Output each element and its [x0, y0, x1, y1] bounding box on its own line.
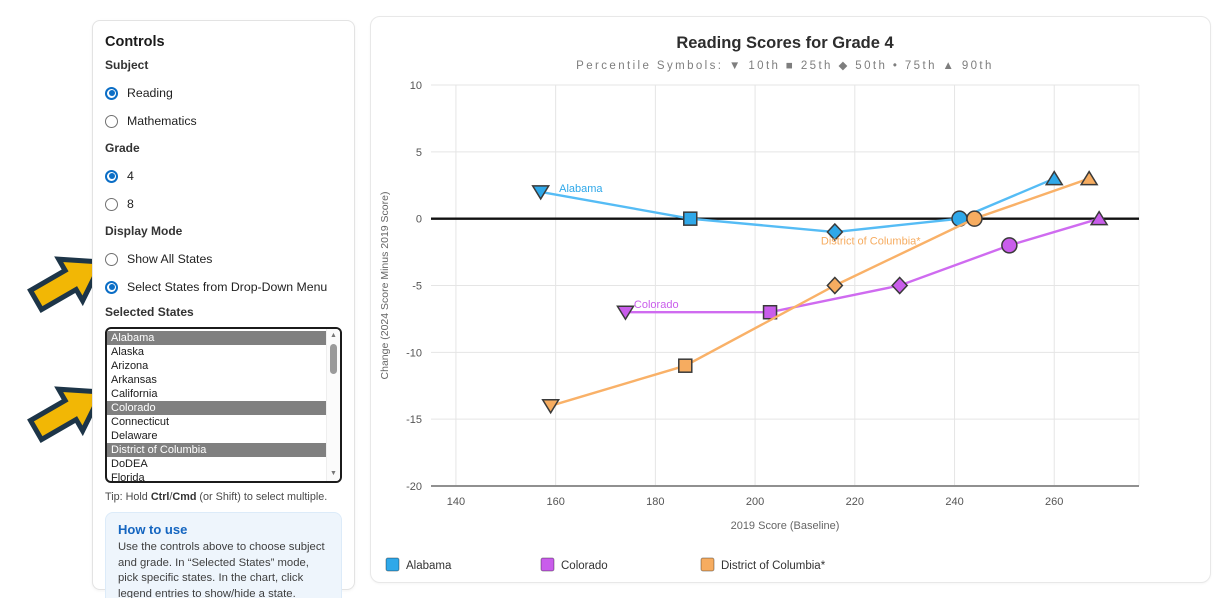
chart-panel: Reading Scores for Grade 4 Percentile Sym… — [370, 16, 1211, 583]
listbox-items: Alabama Alaska Arizona Arkansas California Co… — [107, 331, 326, 483]
svg-text:10: 10 — [410, 80, 422, 92]
reading-scores-chart: Reading Scores for Grade 4 Percentile Sym… — [379, 34, 1140, 572]
annotation-arrows — [27, 256, 106, 443]
legend-label-district-of-columbia[interactable]: District of Columbia* — [721, 560, 826, 572]
radio-label-grade-8: 8 — [127, 197, 134, 211]
listbox-item[interactable]: Arkansas — [111, 374, 157, 386]
svg-text:220: 220 — [846, 496, 864, 508]
scroll-up-icon[interactable]: ▲ — [330, 332, 337, 339]
legend-label-alabama[interactable]: Alabama — [406, 560, 452, 572]
legend-label-colorado[interactable]: Colorado — [561, 560, 608, 572]
radio-option-mathematics[interactable]: Mathematics — [105, 114, 342, 128]
listbox-item[interactable]: Colorado — [107, 401, 326, 415]
axis-tick-labels: 10 5 0 -5 -10 -15 -20 140 160 180 200 220 240 260 — [406, 80, 1063, 508]
how-to-use-body: Use the controls above to choose subject… — [118, 541, 325, 598]
multi-select-tip: Tip: Hold Ctrl/Cmd (or Shift) to select … — [105, 491, 342, 503]
controls-panel: Controls Subject Reading Mathematics Gra… — [92, 20, 355, 598]
legend-item-district-of-columbia[interactable]: District of Columbia* — [700, 557, 826, 572]
legend-item-alabama[interactable]: Alabama — [385, 557, 452, 572]
subject-label: Subject — [105, 58, 149, 72]
chart-subtitle-percentile-symbols: Percentile Symbols: ▼ 10th ■ 25th ◆ 50th… — [576, 60, 994, 72]
radio-button-grade-8[interactable] — [105, 197, 118, 211]
grade-label: Grade — [105, 141, 140, 155]
listbox-item[interactable]: Alaska — [111, 346, 145, 358]
chart-legend: Alabama Colorado District of Columbia* — [385, 557, 826, 572]
legend-swatch-district-of-columbia[interactable] — [700, 557, 715, 572]
radio-option-select-states[interactable]: Select States from Drop-Down Menu — [105, 280, 342, 294]
series-label-colorado: Colorado — [634, 299, 679, 311]
series-alabama: Alabama — [531, 170, 1064, 242]
radio-button-mathematics[interactable] — [105, 114, 118, 128]
how-to-use-title: How to use — [118, 522, 188, 537]
svg-text:-10: -10 — [406, 347, 422, 359]
legend-swatch-colorado[interactable] — [540, 557, 555, 572]
legend-swatch-alabama[interactable] — [385, 557, 400, 572]
listbox-item[interactable]: Arizona — [111, 360, 149, 372]
listbox-item[interactable]: Alabama — [107, 331, 326, 345]
tip-text-segment: Tip: Hold — [105, 491, 151, 503]
svg-text:240: 240 — [945, 496, 963, 508]
series-colorado: Colorado — [616, 210, 1109, 321]
svg-text:160: 160 — [546, 496, 564, 508]
scrollbar-thumb[interactable] — [330, 344, 337, 374]
tip-text-segment: Ctrl — [150, 491, 170, 503]
radio-option-grade-4[interactable]: 4 — [105, 169, 342, 183]
svg-text:5: 5 — [416, 147, 422, 159]
x-axis-title: 2019 Score (Baseline) — [731, 520, 840, 532]
selected-states-label: Selected States — [105, 305, 194, 319]
radio-option-show-all-states[interactable]: Show All States — [105, 252, 342, 266]
svg-text:200: 200 — [746, 496, 764, 508]
radio-option-grade-8[interactable]: 8 — [105, 197, 342, 211]
tip-text-segment: Cmd — [172, 491, 197, 503]
svg-text:0: 0 — [416, 214, 422, 226]
display-mode-label: Display Mode — [105, 224, 183, 238]
gridlines — [431, 84, 1140, 486]
svg-text:-15: -15 — [406, 414, 422, 426]
series-label-alabama: Alabama — [559, 183, 603, 195]
listbox-scrollbar[interactable]: ▲ ▼ — [326, 329, 340, 481]
tip-text-segment: / — [169, 491, 173, 503]
legend-item-colorado[interactable]: Colorado — [540, 557, 608, 572]
how-to-use-box: How to use Use the controls above to cho… — [105, 512, 342, 598]
chart-title: Reading Scores for Grade 4 — [676, 34, 894, 52]
listbox-item[interactable]: Connecticut — [111, 416, 170, 428]
listbox-item[interactable]: California — [111, 388, 158, 400]
svg-text:260: 260 — [1045, 496, 1063, 508]
svg-text:140: 140 — [447, 496, 465, 508]
radio-label-reading: Reading — [127, 86, 173, 100]
radio-button-show-all-states[interactable] — [105, 252, 118, 266]
radio-option-reading[interactable]: Reading — [105, 86, 342, 100]
radio-button-reading[interactable] — [105, 86, 118, 100]
radio-button-grade-4[interactable] — [105, 169, 118, 183]
series-label-district-of-columbia: District of Columbia* — [821, 236, 921, 248]
scroll-down-icon[interactable]: ▼ — [330, 470, 337, 477]
svg-text:180: 180 — [646, 496, 664, 508]
selected-states-listbox[interactable]: Alabama Alaska Arizona Arkansas California Co… — [105, 327, 342, 483]
listbox-item[interactable]: Delaware — [111, 430, 158, 442]
tip-text-segment: (or Shift) to select multiple. — [196, 491, 328, 503]
listbox-item[interactable]: DoDEA — [111, 458, 148, 470]
radio-label-mathematics: Mathematics — [127, 114, 197, 128]
y-axis-title: Change (2024 Score Minus 2019 Score) — [379, 192, 391, 380]
listbox-item[interactable]: District of Columbia — [107, 443, 326, 457]
series-district-of-columbia: District of Columbia* — [541, 170, 1099, 415]
radio-label-show-all-states: Show All States — [127, 252, 213, 266]
svg-text:-20: -20 — [406, 481, 422, 493]
controls-title: Controls — [105, 34, 165, 50]
svg-text:-5: -5 — [412, 281, 422, 293]
listbox-item[interactable]: Florida — [111, 472, 145, 483]
radio-label-grade-4: 4 — [127, 169, 134, 183]
radio-label-select-states: Select States from Drop-Down Menu — [127, 280, 328, 294]
radio-button-select-states[interactable] — [105, 280, 118, 294]
